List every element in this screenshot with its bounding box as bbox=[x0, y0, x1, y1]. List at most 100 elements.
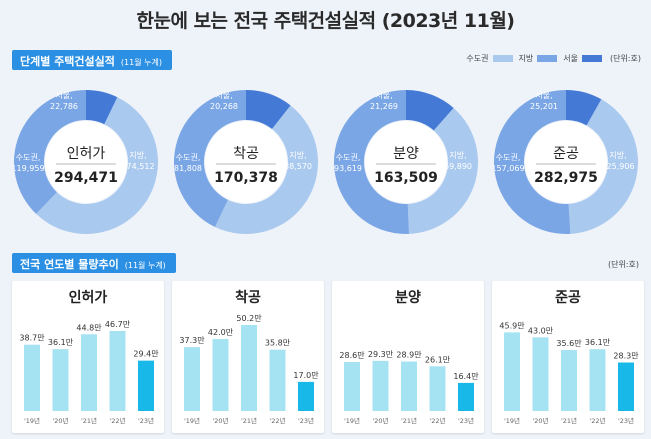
bar-value-label: 45.9만 bbox=[499, 321, 525, 330]
bar-value-label: 17.0만 bbox=[293, 371, 319, 380]
section-label-sub: (11월 누계) bbox=[124, 261, 166, 270]
slice-label-value: 69,890 bbox=[444, 162, 472, 171]
donut-title: 인허가 bbox=[67, 146, 106, 162]
donut-svg: 착공 170,378 서울, 20,268 지방, 88,570 수도권, 81,808 bbox=[174, 90, 318, 234]
bar-value-label: 16.4만 bbox=[453, 372, 479, 381]
bar-category-label: '21년 bbox=[81, 416, 97, 425]
bar-category-label: '21년 bbox=[561, 416, 577, 425]
slice-label-name: 지방, bbox=[609, 150, 626, 160]
slice-label-name: 서울, bbox=[375, 91, 392, 100]
bar-category-label: '22년 bbox=[429, 416, 445, 425]
donut-center bbox=[365, 121, 447, 203]
bar-value-label: 42.0만 bbox=[208, 328, 234, 337]
bar-panel-sale: 분양 28.6만 '19년 29.3만 '20년 28.9만 '21년 26.1만 '22년 1… bbox=[332, 281, 484, 433]
donut-slice-지방 bbox=[568, 99, 638, 234]
donut-title: 착공 bbox=[233, 146, 259, 162]
bar bbox=[212, 339, 229, 411]
bar-category-label: '22년 bbox=[589, 416, 605, 425]
slice-label-value: 88,570 bbox=[284, 162, 312, 171]
bar bbox=[401, 361, 417, 411]
slice-label-value: 174,512 bbox=[121, 162, 154, 171]
donut-chart-sale: 분양 163,509 서울, 21,269 지방, 69,890 수도권, 93,619 bbox=[334, 82, 478, 242]
donut-center bbox=[525, 121, 607, 203]
page-title: 한눈에 보는 전국 주택건설실적 (2023년 11월) bbox=[136, 10, 515, 32]
legend-label: 서울 bbox=[563, 54, 578, 63]
bar-value-label: 28.3만 bbox=[613, 352, 639, 361]
legend: 수도권 지방 서울 (단위:호) bbox=[460, 53, 641, 64]
bar-panel-permit: 인허가 38.7만 '19년 36.1만 '20년 44.8만 '21년 46.7만 '22년… bbox=[12, 281, 164, 433]
bar bbox=[241, 325, 257, 411]
bar bbox=[344, 362, 360, 411]
slice-label-name: 서울, bbox=[55, 91, 72, 100]
donut-chart-permit: 인허가 294,471 서울, 22,786 지방, 174,512 수도권, 119,959 bbox=[14, 82, 158, 242]
bar-value-label: 28.9만 bbox=[396, 350, 422, 359]
slice-label-name: 수도권, bbox=[16, 152, 41, 162]
legend-item-capital: 수도권 bbox=[466, 53, 513, 64]
bar-panel-complete: 준공 45.9만 '19년 43.0만 '20년 35.6만 '21년 36.1만 '22년 2… bbox=[492, 281, 644, 433]
bar-svg: 38.7만 '19년 36.1만 '20년 44.8만 '21년 46.7만 '22년 29.4… bbox=[19, 320, 159, 425]
slice-label-value: 119,959 bbox=[14, 164, 45, 173]
bar-category-label: '20년 bbox=[212, 416, 228, 425]
bar-category-label: '19년 bbox=[24, 416, 40, 425]
legend-swatch bbox=[537, 55, 558, 62]
donut-slice-서울 bbox=[246, 90, 291, 130]
bar-category-label: '20년 bbox=[532, 416, 548, 425]
slice-label-name: 지방, bbox=[289, 150, 306, 160]
slice-label-value: 20,268 bbox=[210, 102, 238, 111]
bar-category-label: '23년 bbox=[138, 416, 154, 425]
donut-slice-지방 bbox=[36, 97, 158, 234]
bar bbox=[24, 344, 40, 411]
bar bbox=[109, 330, 126, 411]
donut-center bbox=[45, 121, 127, 203]
unit-label: (단위:호) bbox=[607, 260, 639, 269]
bar bbox=[269, 349, 286, 411]
bar-category-label: '23년 bbox=[458, 416, 474, 425]
slice-label-name: 지방, bbox=[129, 150, 146, 160]
bar-value-label: 29.4만 bbox=[133, 350, 159, 359]
bar bbox=[532, 337, 549, 411]
bar-chart-title: 착공 bbox=[235, 290, 261, 306]
bar-value-label: 35.8만 bbox=[265, 339, 291, 348]
donut-title: 분양 bbox=[393, 146, 419, 162]
bar-value-label: 29.3만 bbox=[368, 350, 394, 359]
bar bbox=[372, 360, 389, 411]
donut-total: 163,509 bbox=[374, 170, 438, 186]
donut-title: 준공 bbox=[553, 146, 579, 162]
unit-label: (단위:호) bbox=[609, 54, 641, 63]
legend-swatch bbox=[492, 55, 513, 62]
donut-slice-지방 bbox=[407, 108, 478, 234]
slice-label-name: 수도권, bbox=[336, 152, 361, 162]
bar-value-label: 43.0만 bbox=[528, 326, 554, 335]
donut-center bbox=[205, 121, 287, 203]
donut-slice-수도권 bbox=[334, 90, 410, 234]
slice-label-name: 서울, bbox=[215, 91, 232, 100]
donut-total: 282,975 bbox=[534, 170, 598, 186]
bar-category-label: '23년 bbox=[618, 416, 634, 425]
bar bbox=[504, 332, 520, 411]
donut-svg: 준공 282,975 서울, 25,201 지방, 125,906 수도권, 157,069 bbox=[494, 90, 638, 234]
donut-chart-start: 착공 170,378 서울, 20,268 지방, 88,570 수도권, 81,808 bbox=[174, 82, 318, 242]
slice-label-value: 21,269 bbox=[370, 102, 398, 111]
bar-chart-title: 분양 bbox=[395, 290, 421, 306]
bar-value-label: 36.1만 bbox=[585, 338, 611, 347]
legend-item-seoul: 서울 bbox=[563, 53, 602, 64]
slice-label-value: 25,201 bbox=[530, 102, 558, 111]
section-label-text: 단계별 주택건설실적 bbox=[20, 55, 115, 68]
bar bbox=[52, 349, 69, 411]
bar bbox=[618, 362, 634, 411]
section-label-text: 전국 연도별 물량추이 bbox=[20, 258, 119, 271]
donut-chart-complete: 준공 282,975 서울, 25,201 지방, 125,906 수도권, 157,069 bbox=[494, 82, 638, 242]
bar-category-label: '19년 bbox=[184, 416, 200, 425]
legend-label: 지방 bbox=[518, 54, 534, 63]
bar bbox=[589, 349, 606, 411]
section-label-stage: 단계별 주택건설실적 (11월 누계) bbox=[12, 50, 172, 70]
slice-label-name: 수도권, bbox=[176, 152, 201, 162]
donut-slice-수도권 bbox=[174, 90, 246, 227]
bar bbox=[81, 334, 97, 411]
bar-category-label: '23년 bbox=[298, 416, 314, 425]
donut-slice-서울 bbox=[566, 90, 602, 126]
bar-category-label: '20년 bbox=[52, 416, 68, 425]
bar-category-label: '22년 bbox=[269, 416, 285, 425]
slice-label-value: 125,906 bbox=[601, 162, 634, 171]
legend-label: 수도권 bbox=[466, 54, 489, 63]
